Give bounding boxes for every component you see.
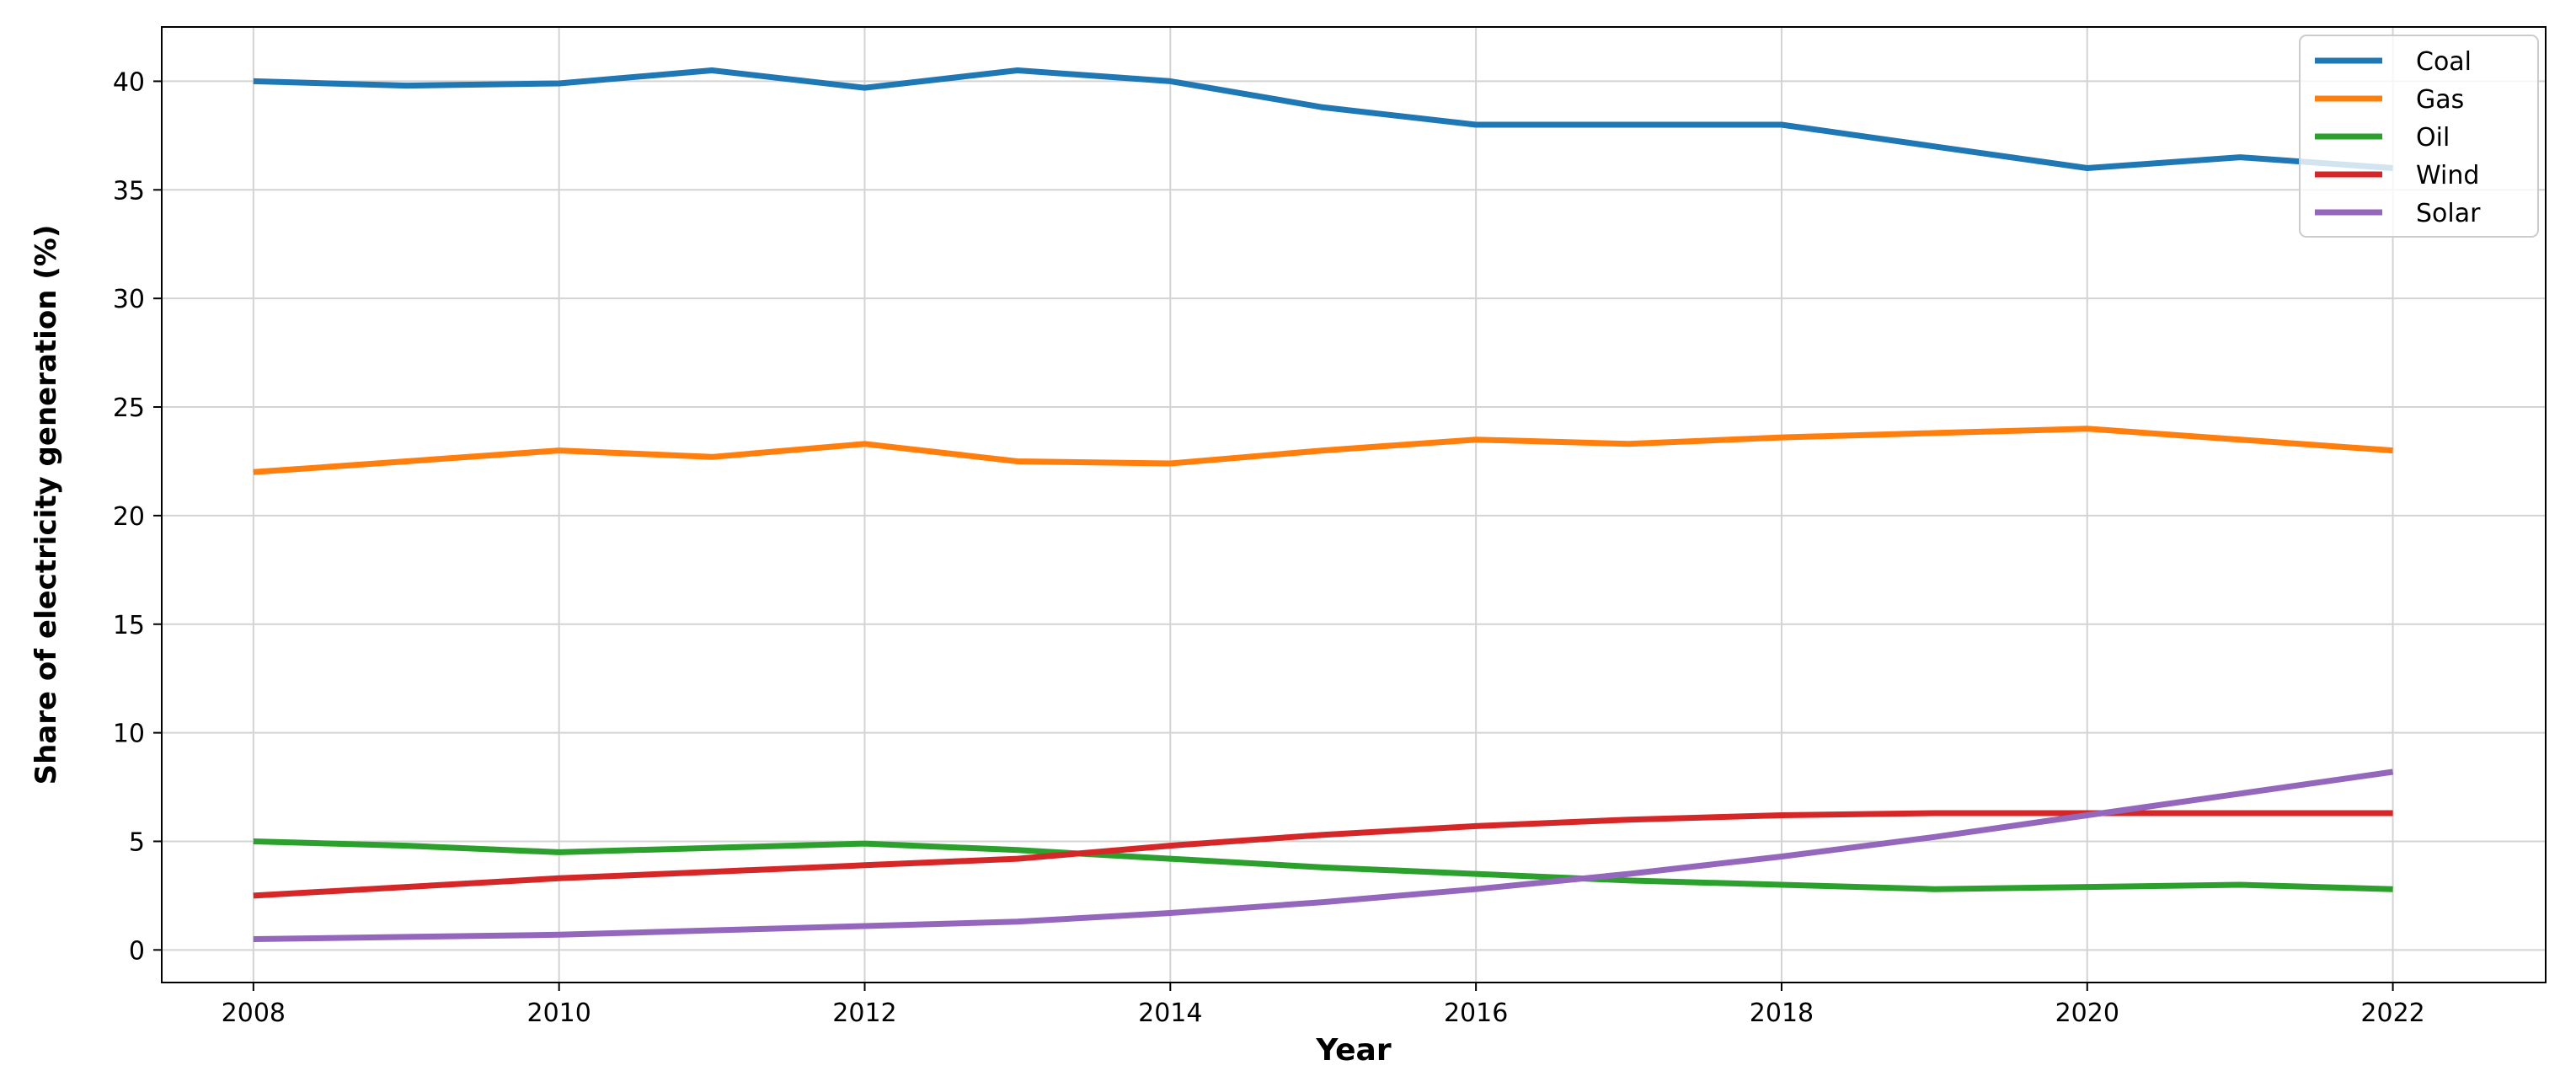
y-tick-label: 20 — [113, 502, 145, 532]
y-axis-title: Share of electricity generation (%) — [29, 225, 63, 785]
x-tick-label: 2012 — [832, 999, 896, 1028]
x-tick-label: 2014 — [1138, 999, 1202, 1028]
legend-label-gas: Gas — [2416, 85, 2464, 115]
legend-label-oil: Oil — [2416, 123, 2450, 153]
series-line-gas — [253, 426, 2393, 475]
x-tick-label: 2018 — [1750, 999, 1814, 1028]
y-tick-label: 30 — [113, 285, 145, 314]
legend-label-wind: Wind — [2416, 161, 2479, 190]
axis-ticks: 2008 2010 2012 2014 2016 2018 2020 2022 0 5 10 15 20… — [113, 67, 2425, 1028]
y-tick-label: 35 — [113, 176, 145, 206]
series-line-oil — [253, 838, 2393, 892]
y-tick-label: 5 — [129, 827, 145, 857]
x-axis-title: Year — [1315, 1033, 1391, 1068]
y-tick-label: 0 — [129, 936, 145, 966]
x-tick-label: 2008 — [222, 999, 286, 1028]
x-tick-label: 2022 — [2360, 999, 2424, 1028]
series-line-solar — [253, 768, 2394, 942]
y-tick-label: 10 — [113, 720, 145, 749]
legend: Coal Gas Oil Wind Solar — [2299, 35, 2539, 238]
legend-label-solar: Solar — [2416, 199, 2481, 228]
series-lines — [253, 67, 2394, 942]
y-tick-label: 15 — [113, 611, 145, 640]
series-line-coal — [253, 67, 2393, 171]
legend-box — [2299, 35, 2539, 238]
x-tick-label: 2020 — [2055, 999, 2119, 1028]
series-line-wind — [253, 810, 2393, 899]
legend-label-coal: Coal — [2416, 47, 2472, 77]
x-tick-label: 2016 — [1444, 999, 1508, 1028]
y-tick-label: 25 — [113, 394, 145, 423]
plot-frame — [161, 26, 2547, 983]
x-tick-label: 2010 — [526, 999, 591, 1028]
y-tick-label: 40 — [113, 67, 145, 97]
